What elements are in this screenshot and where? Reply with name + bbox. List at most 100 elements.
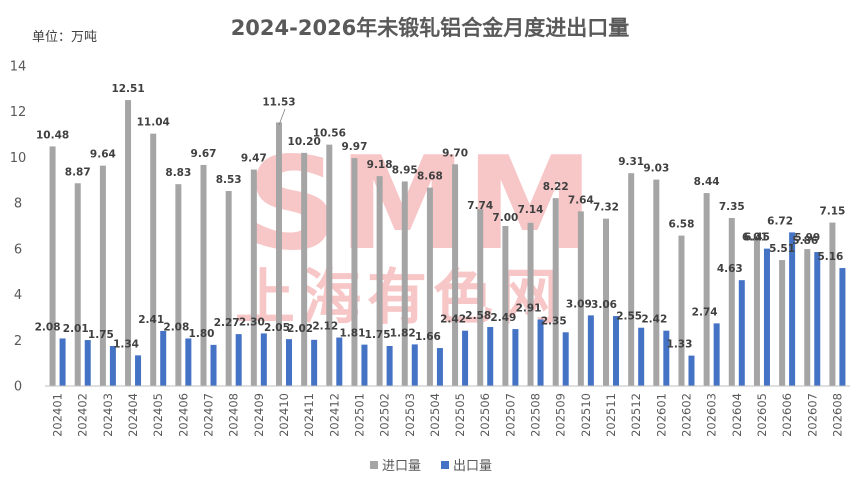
bars-layer [49, 100, 846, 387]
x-tick-label: 202405 [151, 393, 165, 437]
bar-export [59, 338, 66, 386]
bar-export [512, 329, 519, 386]
bar-import [250, 169, 257, 386]
bar-export [713, 323, 720, 386]
x-tick-label: 202508 [529, 393, 543, 437]
data-label-import: 5.99 [794, 232, 820, 244]
x-tick-label: 202603 [705, 393, 719, 437]
data-label-export: 2.30 [239, 316, 265, 328]
data-label-import: 7.14 [518, 204, 544, 216]
bar-import [275, 122, 282, 386]
x-tick-label: 202602 [679, 393, 693, 437]
data-label-export: 2.41 [138, 314, 164, 326]
bar-import [125, 100, 132, 387]
data-label-export: 6.01 [742, 232, 768, 244]
x-tick-label: 202506 [478, 393, 492, 437]
data-label-export: 2.05 [264, 322, 290, 334]
bar-import [779, 260, 786, 386]
bar-import [150, 133, 157, 386]
data-label-import: 9.97 [341, 141, 367, 153]
bar-export [285, 339, 292, 386]
bar-export [839, 268, 846, 386]
data-label-import: 9.67 [191, 148, 217, 160]
unit-label: 单位：万吨 [32, 30, 97, 45]
y-tick-label: 4 [14, 288, 22, 303]
y-tick-label: 2 [14, 334, 22, 349]
bar-export [789, 232, 796, 386]
bar-export [386, 346, 393, 386]
x-tick-label: 202504 [428, 393, 442, 437]
data-label-export: 2.02 [287, 323, 313, 335]
data-label-import: 9.31 [618, 156, 644, 168]
data-label-import: 7.32 [593, 202, 619, 214]
bar-export [210, 344, 217, 386]
data-label-export: 5.86 [792, 235, 818, 247]
data-label-import: 8.53 [216, 174, 242, 186]
data-label-import: 11.04 [137, 117, 170, 129]
x-tick-label: 202510 [579, 393, 593, 437]
bar-import [527, 222, 534, 386]
bar-import [678, 235, 685, 386]
bar-export [738, 280, 745, 386]
data-label-import: 12.51 [111, 83, 144, 95]
data-label-import: 10.20 [288, 136, 321, 148]
data-label-import: 10.48 [36, 129, 69, 141]
bar-export [613, 316, 620, 386]
bar-import [376, 176, 383, 386]
bar-export [562, 332, 569, 386]
bar-import [351, 158, 358, 386]
y-axis: 0 2 4 6 8 10 12 14 [10, 60, 27, 395]
bar-import [426, 187, 433, 386]
data-label-export: 2.01 [63, 323, 89, 335]
bar-export [84, 340, 91, 386]
data-label-export: 2.42 [440, 314, 466, 326]
data-label-export: 2.27 [214, 317, 240, 329]
bar-import [728, 218, 735, 386]
bar-import [753, 238, 760, 386]
data-label-export: 6.72 [767, 215, 793, 227]
x-tick-label: 202410 [277, 393, 291, 437]
bar-export [336, 337, 343, 386]
bar-export [462, 330, 469, 386]
x-tick-label: 202401 [51, 393, 65, 437]
x-tick-label: 202402 [76, 393, 90, 437]
bar-import [452, 164, 459, 386]
x-tick-label: 202507 [503, 393, 517, 437]
data-label-export: 3.09 [566, 298, 592, 310]
x-tick-label: 202501 [352, 393, 366, 437]
x-tick-label: 202509 [554, 393, 568, 437]
data-label-export: 1.81 [339, 328, 365, 340]
bar-export [638, 327, 645, 386]
data-label-import: 9.64 [90, 149, 116, 161]
x-tick-label: 202505 [453, 393, 467, 437]
y-tick-label: 12 [10, 105, 27, 120]
data-label-export: 3.06 [591, 299, 617, 311]
data-label-import: 8.68 [417, 171, 443, 183]
data-label-import: 5.51 [769, 243, 795, 255]
bar-export [436, 348, 443, 386]
bar-import [628, 173, 635, 386]
data-label-export: 1.66 [415, 331, 441, 343]
x-tick-label: 202406 [176, 393, 190, 437]
bar-export [361, 344, 368, 386]
data-label-export: 1.80 [189, 328, 215, 340]
bar-import [326, 144, 333, 386]
bar-export [688, 355, 695, 386]
data-label-import: 8.44 [694, 176, 720, 188]
bar-import [401, 181, 408, 386]
data-label-export: 2.42 [641, 314, 667, 326]
x-tick-label: 202411 [302, 393, 316, 437]
chart-title: 2024-2026年未锻轧铝合金月度进出口量 [231, 16, 630, 40]
data-label-import: 9.47 [241, 153, 267, 165]
bar-export [487, 327, 494, 386]
bar-import [653, 179, 660, 386]
x-tick-label: 202403 [101, 393, 115, 437]
x-tick-label: 202502 [378, 393, 392, 437]
data-label-export: 1.34 [113, 338, 139, 350]
data-label-export: 1.82 [390, 327, 416, 339]
bar-export [814, 252, 821, 386]
data-label-export: 1.75 [88, 329, 114, 341]
data-label-export: 2.12 [312, 321, 338, 333]
x-tick-label: 202605 [755, 393, 769, 437]
